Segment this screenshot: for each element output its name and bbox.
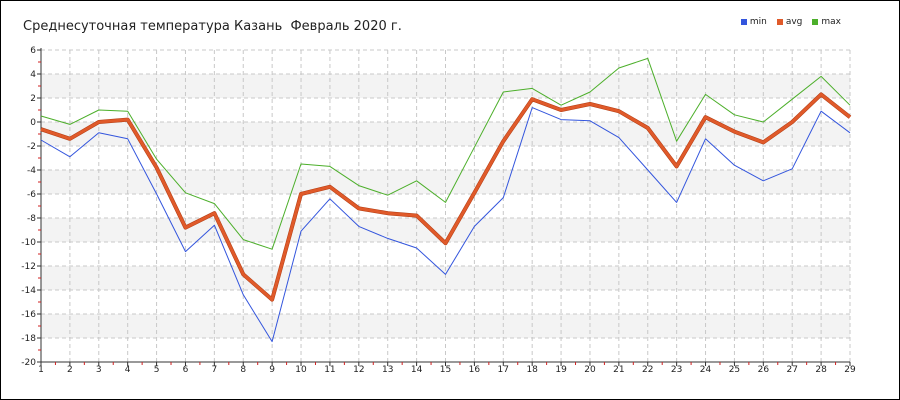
legend-label-avg: avg (785, 17, 803, 27)
x-tick-label: 10 (295, 365, 307, 375)
x-tick-label: 28 (815, 365, 827, 375)
x-tick-label: 2 (67, 365, 73, 375)
legend-item-min: min (740, 17, 767, 27)
y-tick-label: -18 (21, 334, 36, 344)
x-tick-label: 20 (584, 365, 596, 375)
x-tick-label: 19 (555, 365, 567, 375)
x-tick-label: 26 (758, 365, 770, 375)
y-tick-label: 4 (30, 70, 36, 80)
series-line-min (40, 107, 851, 343)
x-tick-label: 21 (613, 365, 624, 375)
y-tick-label: -10 (21, 238, 36, 248)
legend-swatch-min (740, 19, 747, 25)
legend-item-avg: avg (776, 17, 803, 27)
x-tick-label: 14 (411, 365, 423, 375)
x-tick-label: 17 (498, 365, 509, 375)
y-tick-label: -14 (21, 286, 36, 296)
legend-swatch-max (812, 19, 819, 25)
x-tick-label: 15 (440, 365, 451, 375)
x-tick-label: 11 (324, 365, 335, 375)
x-tick-label: 18 (526, 365, 538, 375)
x-tick-label: 6 (183, 365, 189, 375)
legend-item-max: max (812, 17, 841, 27)
y-tick-label: 0 (30, 118, 36, 128)
x-tick-label: 16 (469, 365, 481, 375)
y-tick-label: -4 (27, 166, 36, 176)
y-tick-label: 2 (30, 94, 36, 104)
y-tick-label: -16 (21, 310, 36, 320)
x-tick-label: 5 (154, 365, 160, 375)
x-tick-label: 9 (269, 365, 275, 375)
x-tick-label: 1 (38, 365, 44, 375)
x-tick-label: 4 (125, 365, 131, 375)
y-tick-label: -12 (21, 262, 36, 272)
x-tick-label: 12 (353, 365, 364, 375)
x-tick-label: 8 (240, 365, 246, 375)
x-tick-label: 13 (382, 365, 393, 375)
legend-label-max: max (821, 17, 841, 27)
x-tick-label: 25 (729, 365, 740, 375)
x-tick-label: 23 (671, 365, 682, 375)
series-line-avg (40, 92, 851, 302)
x-tick-label: 7 (211, 365, 217, 375)
x-tick-label: 3 (96, 365, 102, 375)
legend-swatch-avg (776, 19, 783, 25)
y-tick-label: -2 (27, 142, 36, 152)
y-tick-label: 6 (30, 46, 36, 56)
legend: min avg max (740, 17, 841, 27)
x-tick-label: 22 (642, 365, 653, 375)
y-tick-label: -6 (27, 190, 36, 200)
x-tick-label: 27 (786, 365, 797, 375)
chart-title: Среднесуточная температура Казань Феврал… (23, 19, 402, 34)
y-tick-label: -8 (27, 214, 36, 224)
x-tick-label: 29 (844, 365, 856, 375)
x-tick-label: 24 (700, 365, 712, 375)
y-tick-label: -20 (21, 358, 36, 368)
legend-label-min: min (749, 17, 767, 27)
series-line-max (40, 57, 851, 250)
